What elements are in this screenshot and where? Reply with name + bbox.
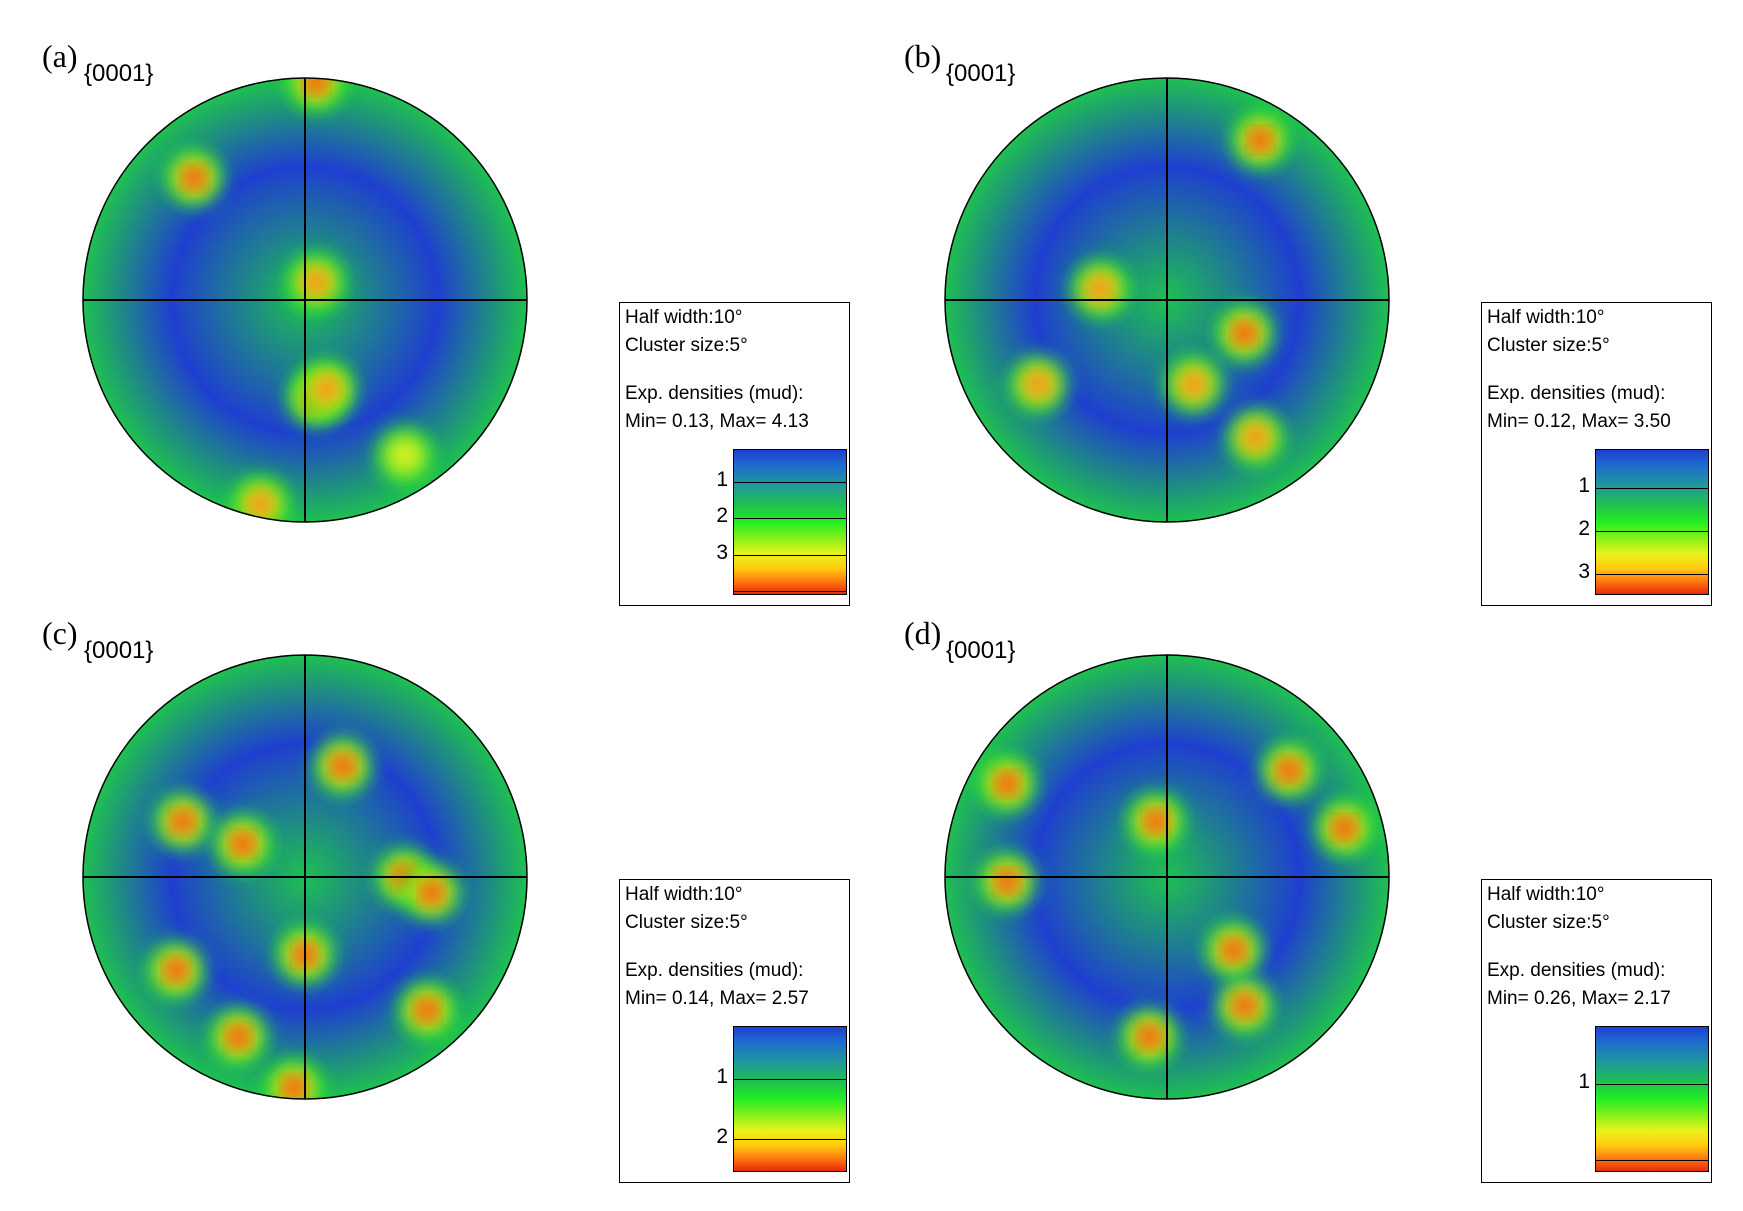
pole-figure-plot (82, 77, 528, 523)
pole-figure-title: {0001} (946, 637, 1016, 664)
pole-figure-title: {0001} (84, 60, 154, 87)
density-hotspot (999, 775, 1016, 792)
legend-cluster-size: Cluster size:5° (1487, 912, 1610, 933)
density-hotspot (1180, 371, 1207, 398)
legend-densities-label: Exp. densities (mud): (1487, 960, 1666, 981)
legend-tick-label: 2 (716, 504, 728, 528)
legend-level-line (734, 1078, 846, 1080)
legend-half-width: Half width:10° (1487, 884, 1605, 905)
density-hotspot (314, 375, 341, 402)
density-hotspot (1147, 813, 1164, 830)
pole-figure-panel-c: (c) {0001} Half width:10° Cluster size:5… (0, 577, 870, 1183)
legend-densities-label: Exp. densities (mud): (625, 383, 804, 404)
legend-tick-label: 1 (1578, 474, 1590, 497)
legend-tick-label: 2 (1578, 517, 1590, 541)
legend-level-line (734, 1138, 846, 1140)
density-hotspot (1252, 132, 1269, 149)
density-hotspot (234, 835, 251, 852)
density-hotspot (384, 435, 425, 476)
legend-tick-label: 2 (716, 1124, 728, 1148)
pole-figure-plot (82, 654, 528, 1100)
density-hotspot (419, 1002, 436, 1019)
legend-color-bar (1595, 1026, 1709, 1172)
density-hotspot (1225, 942, 1242, 959)
density-hotspot (423, 884, 440, 901)
legend-level-line (1596, 1160, 1708, 1161)
density-hotspot (168, 962, 185, 979)
legend-level-line (734, 481, 846, 483)
density-hotspot (1336, 820, 1353, 837)
density-hotspot (303, 269, 330, 296)
legend-tick-label: 1 (716, 1064, 728, 1088)
density-hotspot (1025, 371, 1052, 398)
density-hotspot (285, 1079, 302, 1096)
legend-densities-label: Exp. densities (mud): (625, 960, 804, 981)
panel-label: (d) (904, 615, 942, 651)
panel-label: (b) (904, 38, 942, 74)
legend-color-bar (1595, 449, 1709, 595)
density-hotspot (1236, 997, 1253, 1014)
legend-tick-label: 3 (1578, 560, 1590, 584)
density-hotspot (334, 758, 351, 774)
density-hotspot (1236, 325, 1253, 342)
legend-level-line (1596, 531, 1708, 533)
pole-figure-title: {0001} (84, 637, 154, 664)
legend-min-max: Min= 0.13, Max= 4.13 (625, 411, 809, 432)
density-hotspot (186, 169, 202, 186)
density-hotspot (1281, 762, 1298, 779)
legend-color-bar (733, 449, 847, 595)
density-hotspot (999, 873, 1016, 890)
pole-figure-title: {0001} (946, 60, 1016, 87)
legend-level-line (734, 591, 846, 593)
legend-cluster-size: Cluster size:5° (625, 335, 748, 356)
legend-half-width: Half width:10° (625, 884, 743, 905)
legend-level-line (1596, 488, 1708, 489)
legend-level-line (734, 554, 846, 556)
pole-figure-plot (944, 77, 1390, 523)
density-hotspot (247, 491, 274, 518)
pole-figure-panel-a: (a) {0001} Half width:10° Cluster size:5… (0, 0, 870, 606)
density-hotspot (174, 813, 191, 830)
pole-figure-plot (944, 654, 1390, 1100)
pole-figure-panel-b: (b) {0001} Half width:10° Cluster size:5… (862, 0, 1732, 606)
legend-min-max: Min= 0.14, Max= 2.57 (625, 988, 809, 1009)
legend-level-line (734, 518, 846, 520)
legend-tick-label: 1 (1578, 1069, 1590, 1093)
density-hotspot (308, 78, 325, 91)
density-legend: Half width:10° Cluster size:5° Exp. dens… (1481, 879, 1712, 1183)
legend-half-width: Half width:10° (625, 307, 743, 328)
density-legend: Half width:10° Cluster size:5° Exp. dens… (1481, 302, 1712, 606)
legend-half-width: Half width:10° (1487, 307, 1605, 328)
density-legend: Half width:10° Cluster size:5° Exp. dens… (619, 879, 850, 1183)
legend-color-bar (733, 1026, 847, 1172)
legend-level-line (1596, 1083, 1708, 1085)
legend-tick-label: 3 (716, 540, 728, 564)
panel-label: (a) (42, 38, 78, 74)
density-hotspot (1141, 1028, 1158, 1045)
legend-densities-label: Exp. densities (mud): (1487, 383, 1666, 404)
legend-tick-label: 1 (716, 467, 728, 491)
legend-min-max: Min= 0.26, Max= 2.17 (1487, 988, 1671, 1009)
density-hotspot (1087, 275, 1114, 302)
legend-level-line (1596, 574, 1708, 576)
density-hotspot (1242, 424, 1269, 451)
legend-min-max: Min= 0.12, Max= 3.50 (1487, 411, 1671, 432)
panel-label: (c) (42, 615, 78, 651)
density-legend: Half width:10° Cluster size:5° Exp. dens… (619, 302, 850, 606)
legend-cluster-size: Cluster size:5° (625, 912, 748, 933)
pole-figure-panel-d: (d) {0001} Half width:10° Cluster size:5… (862, 577, 1732, 1183)
legend-cluster-size: Cluster size:5° (1487, 335, 1610, 356)
density-hotspot (230, 1028, 247, 1045)
